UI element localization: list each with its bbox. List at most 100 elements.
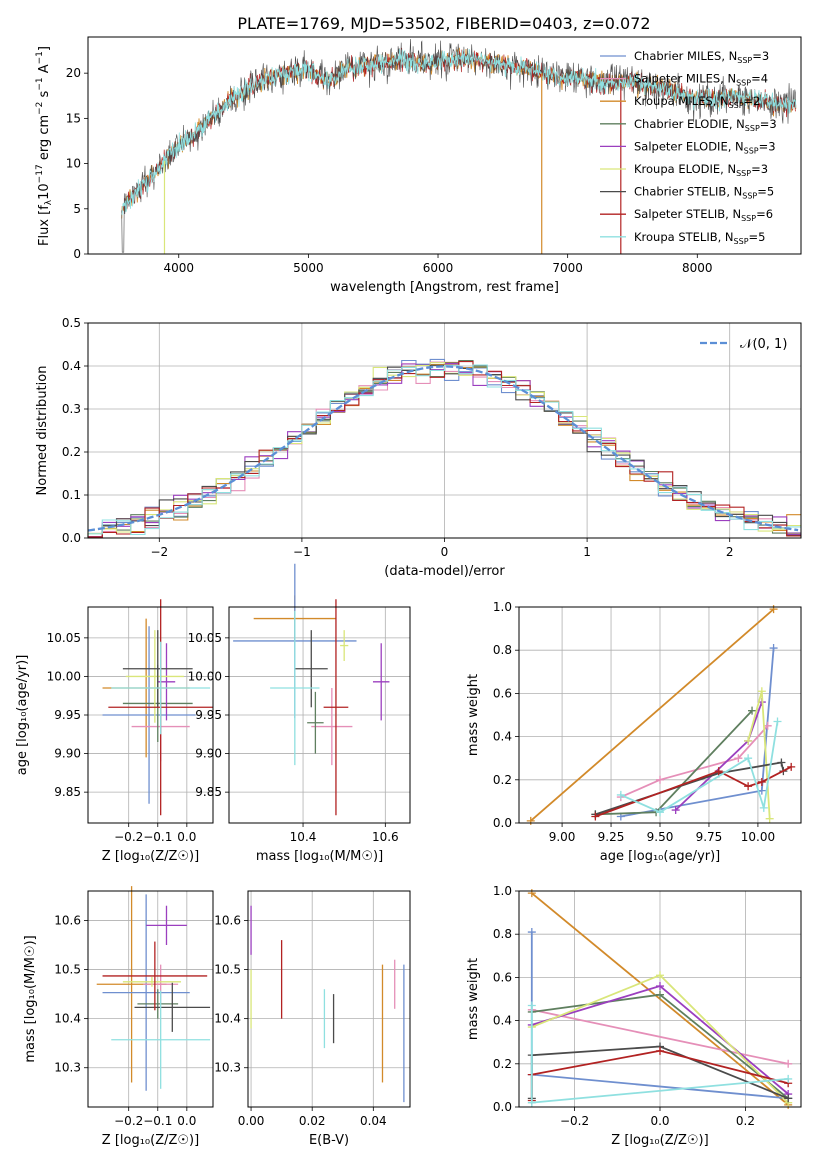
legend-name: Chabrier ELODIE, N: [634, 117, 745, 131]
weight-marker: [787, 762, 796, 771]
weight-marker: [526, 816, 535, 825]
y-tick-label: 15: [66, 111, 81, 125]
y-tick-label: 9.85: [54, 785, 81, 799]
y-tick-label: 9.95: [195, 708, 222, 722]
legend-label: Kroupa STELIB, NSSP=5: [634, 230, 765, 246]
weight-marker: [763, 721, 772, 730]
weight-marker: [744, 782, 753, 791]
x-tick-label: −0.2: [114, 830, 143, 844]
weight-marker: [656, 990, 664, 999]
y-tick-label: 0.4: [493, 730, 512, 744]
axes-frame: [228, 606, 411, 824]
errorbar-point: [125, 630, 184, 723]
x-tick-label: 0.00: [238, 1114, 265, 1128]
legend-name: Salpeter MILES, N: [634, 72, 736, 86]
y-axis-label: mass weight: [466, 958, 481, 1040]
legend-nssp: =5: [757, 185, 774, 199]
y-tick-label: 10.4: [54, 1012, 81, 1026]
weight-marker: [757, 777, 766, 786]
legend-sub: SSP: [744, 146, 759, 155]
y-tick-label: 0.8: [493, 927, 512, 941]
legend-label: Kroupa ELODIE, NSSP=3: [634, 162, 768, 178]
y-axis-label-part: λ: [44, 199, 54, 205]
y-tick-label: 10.3: [54, 1061, 81, 1075]
y-tick-label: 0.3: [62, 402, 81, 416]
x-tick-label: 6000: [423, 261, 454, 275]
weight-marker: [777, 758, 786, 767]
axes-frame: [518, 606, 802, 824]
x-tick-label: 7000: [552, 261, 583, 275]
panel-weight-vs-Z: −0.2 0.0 0.2 0.0 0.2 0.4 0.6 0.8 1.0 Z [log₁₀(Z/Z…: [466, 884, 802, 1148]
x-tick-label: −0.1: [143, 1114, 172, 1128]
y-axis-label: mass weight: [466, 674, 481, 756]
errorbar-point: [111, 641, 211, 735]
x-axis-label: wavelength [Angstrom, rest frame]: [330, 280, 559, 295]
legend-nssp: =3: [759, 139, 776, 153]
y-tick-label: 0.6: [493, 686, 512, 700]
x-tick-label: 9.75: [696, 830, 723, 844]
legend-label: Salpeter MILES, NSSP=4: [634, 72, 768, 88]
weight-marker: [769, 605, 778, 614]
legend-item: Chabrier MILES, NSSP=3: [600, 49, 769, 65]
x-tick-label: 9.50: [647, 830, 674, 844]
x-tick-label: 9.00: [549, 830, 576, 844]
legend-name: Chabrier MILES, N: [634, 49, 737, 63]
axes-frame: [247, 890, 411, 1108]
y-tick-label: 0.1: [62, 488, 81, 502]
legend-item: Chabrier ELODIE, NSSP=3: [600, 117, 777, 133]
x-tick-label: 10.00: [741, 830, 775, 844]
y-axis-label: age [log₁₀(age/yr)]: [15, 655, 30, 776]
legend-nssp: =3: [760, 117, 777, 131]
weight-marker: [656, 775, 664, 784]
errorbar-point: [134, 982, 211, 1032]
legend-item: Salpeter MILES, NSSP=4: [600, 72, 768, 88]
y-axis-label-part: −2: [35, 102, 45, 115]
x-tick-label: 0.02: [299, 1114, 326, 1128]
weight-line: [530, 608, 775, 822]
weight-series: [591, 762, 796, 821]
legend-name: Kroupa STELIB, N: [634, 230, 734, 244]
weight-marker: [744, 754, 753, 763]
axes-frame: [87, 890, 214, 1108]
legend-nssp: =3: [751, 162, 768, 176]
weight-marker: [527, 1001, 536, 1010]
plot-area: [233, 563, 390, 816]
weight-marker: [671, 806, 680, 815]
legend-item: Chabrier STELIB, NSSP=5: [600, 185, 774, 201]
legend-name: Kroupa MILES, N: [634, 94, 729, 108]
grid: [88, 891, 213, 1107]
x-axis-label: Z [log₁₀(Z/Z☉)]: [102, 849, 199, 864]
weight-marker: [748, 706, 757, 715]
x-tick-label: −0.2: [560, 1114, 589, 1128]
plot-area: [526, 605, 796, 825]
x-tick-label: 0: [441, 545, 449, 559]
weight-marker: [656, 808, 664, 817]
y-tick-label: 10.5: [214, 963, 241, 977]
y-tick-label: 0.4: [62, 359, 81, 373]
x-axis-label: age [log₁₀(age/yr)]: [600, 849, 721, 864]
y-axis-label-part: s: [37, 90, 52, 101]
x-tick-label: 0.04: [360, 1114, 387, 1128]
legend-name: Chabrier STELIB, N: [634, 185, 742, 199]
panel-mass-vs-Z: −0.2 −0.1 0.0 10.3 10.4 10.5 10.6 Z [log₁₀(Z/Z☉…: [23, 886, 214, 1148]
legend-name: Kroupa ELODIE, N: [634, 162, 736, 176]
x-axis-label: mass [log₁₀(M/M☉)]: [256, 849, 383, 864]
x-tick-label: 0.0: [650, 1114, 669, 1128]
legend-item: Salpeter STELIB, NSSP=6: [600, 207, 773, 223]
x-tick-label: 0.0: [177, 830, 196, 844]
y-tick-label: 10.05: [188, 631, 222, 645]
x-tick-label: 5000: [293, 261, 324, 275]
y-tick-label: 10.05: [47, 631, 81, 645]
legend-sub: SSP: [736, 169, 751, 178]
plot-area: [250, 905, 405, 1103]
weight-marker: [784, 1059, 793, 1068]
x-tick-label: −0.2: [114, 1114, 143, 1128]
errorbar-point: [323, 599, 349, 816]
x-tick-label: 10.4: [290, 830, 317, 844]
y-axis-label: Normed distribution: [35, 366, 50, 496]
panel-mass-vs-EBV: 0.00 0.02 0.04 10.3 10.4 10.5 10.6 E(B-V): [214, 890, 411, 1148]
weight-series: [744, 687, 774, 823]
legend-name: Salpeter STELIB, N: [634, 207, 741, 221]
panel-age-vs-Z: −0.2 −0.1 0.0 9.85 9.90 9.95 10.00 10.05 Z [log₁…: [15, 599, 214, 864]
